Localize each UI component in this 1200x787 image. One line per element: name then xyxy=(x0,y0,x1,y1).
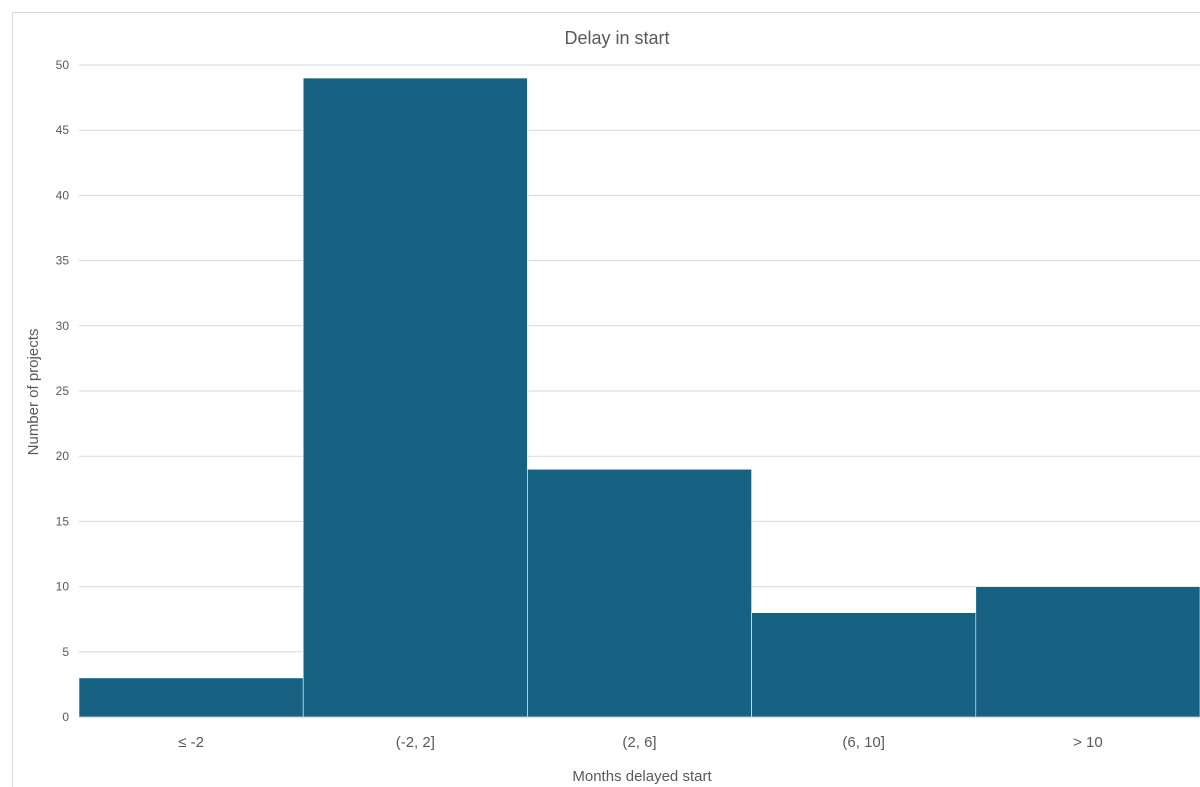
y-tick-label: 0 xyxy=(62,710,69,724)
x-axis-ticks: ≤ -2 (-2, 2] (2, 6] (6, 10] > 10 xyxy=(178,734,1102,751)
y-axis-title: Number of projects xyxy=(25,329,42,456)
chart-title: Delay in start xyxy=(564,28,669,48)
x-tick-label: (-2, 2] xyxy=(396,734,435,751)
x-tick-label: ≤ -2 xyxy=(178,734,204,751)
bar xyxy=(975,586,1200,718)
x-axis-title: Months delayed start xyxy=(572,768,712,785)
y-tick-label: 45 xyxy=(56,123,70,137)
y-tick-label: 5 xyxy=(62,645,69,659)
x-tick-label: (6, 10] xyxy=(842,734,885,751)
bar xyxy=(78,677,304,718)
y-axis-ticks: 0 5 10 15 20 25 30 35 40 45 50 xyxy=(56,58,70,724)
x-tick-label: > 10 xyxy=(1073,734,1103,751)
y-tick-label: 35 xyxy=(56,254,70,268)
bar xyxy=(751,612,977,718)
bar xyxy=(527,468,752,718)
y-tick-label: 15 xyxy=(56,514,70,528)
y-tick-label: 10 xyxy=(56,580,70,594)
bars xyxy=(78,77,1200,718)
y-tick-label: 30 xyxy=(56,319,70,333)
bar xyxy=(302,77,528,718)
y-tick-label: 40 xyxy=(56,188,70,202)
x-tick-label: (2, 6] xyxy=(622,734,656,751)
y-tick-label: 25 xyxy=(56,384,70,398)
y-tick-label: 50 xyxy=(56,58,70,72)
y-tick-label: 20 xyxy=(56,449,70,463)
